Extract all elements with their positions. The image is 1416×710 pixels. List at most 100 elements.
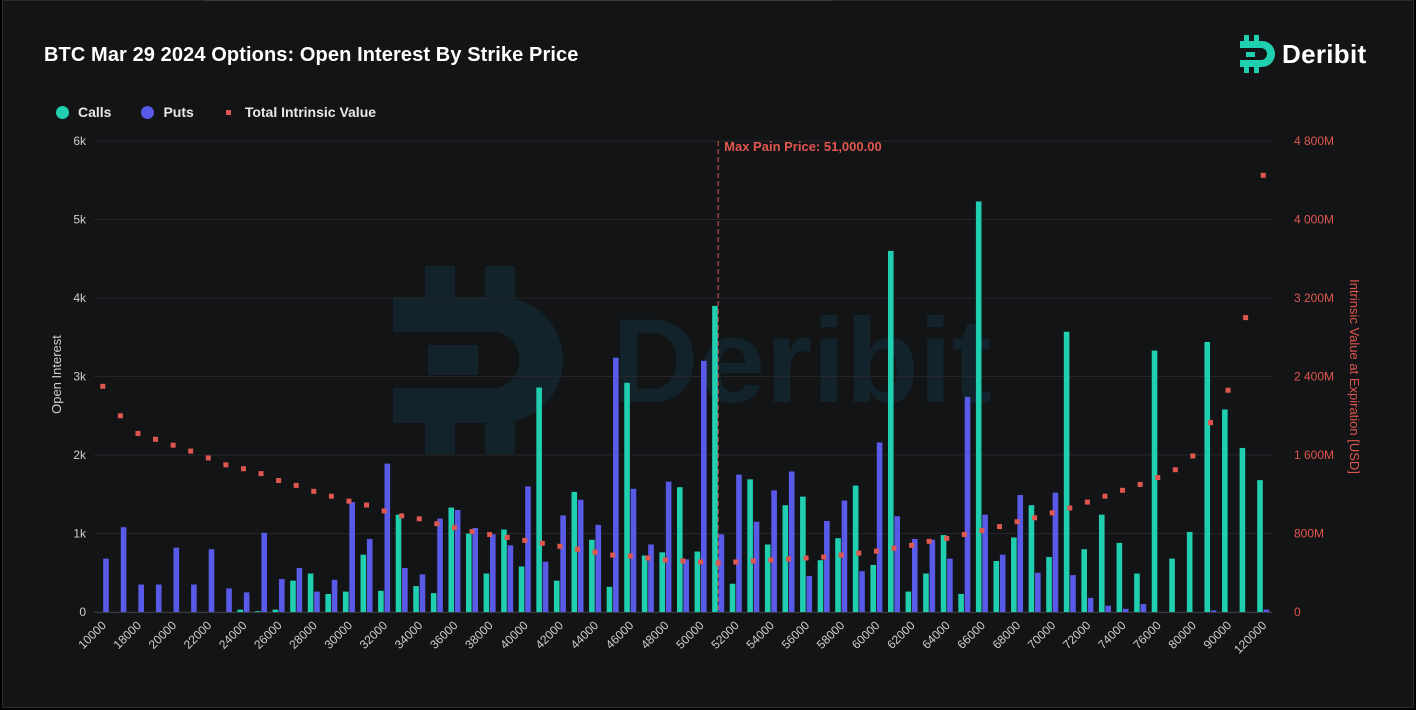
put-bar <box>947 558 953 612</box>
call-bar <box>589 539 595 612</box>
intrinsic-point <box>504 534 510 540</box>
x-tick-label: 60000 <box>849 618 883 652</box>
intrinsic-point <box>311 488 317 494</box>
legend-swatch-intrinsic <box>225 109 231 115</box>
intrinsic-point <box>1032 515 1038 521</box>
call-bar <box>993 560 1000 612</box>
x-tick-label: 56000 <box>779 618 813 652</box>
call-bar <box>1257 480 1263 612</box>
put-bar <box>454 509 461 612</box>
x-tick-label: 68000 <box>990 618 1024 652</box>
x-tick-label: 44000 <box>568 618 602 652</box>
call-bar <box>940 535 947 612</box>
put-bar <box>700 360 707 612</box>
call-bar <box>624 382 630 612</box>
intrinsic-point <box>205 455 211 461</box>
intrinsic-point <box>399 513 405 519</box>
put-bar <box>1035 572 1041 612</box>
put-bar <box>120 527 127 612</box>
put-bar <box>226 588 232 612</box>
intrinsic-point <box>539 540 545 546</box>
legend-label-puts: Puts <box>163 104 194 120</box>
call-bar <box>852 485 859 612</box>
call-bar <box>958 593 964 612</box>
call-bar <box>729 583 736 612</box>
call-bar <box>1081 549 1087 612</box>
put-bar <box>366 538 373 612</box>
call-bar <box>835 538 841 612</box>
put-bar <box>859 571 865 612</box>
max-pain-label: Max Pain Price: 51,000.00 <box>724 139 882 154</box>
y-tick-label: 2k <box>73 448 87 462</box>
y2-axis-title: Intrinsic Value at Expiration [USD] <box>1347 279 1362 474</box>
put-bar <box>1263 609 1270 612</box>
call-bar <box>782 505 789 612</box>
svg-text:Deribit: Deribit <box>612 294 992 428</box>
put-bar <box>1140 604 1147 612</box>
brand-name: Deribit <box>1282 38 1367 69</box>
call-bar <box>747 479 753 612</box>
intrinsic-point <box>909 542 915 548</box>
intrinsic-point <box>1102 493 1108 499</box>
call-bar <box>501 529 507 612</box>
legend-item-intrinsic[interactable]: Total Intrinsic Value <box>224 104 376 120</box>
x-tick-label: 24000 <box>216 618 250 652</box>
put-bar <box>1052 492 1059 612</box>
call-bar <box>659 552 666 612</box>
intrinsic-point <box>434 521 440 527</box>
intrinsic-point <box>276 478 282 484</box>
intrinsic-point <box>153 436 159 442</box>
call-bar <box>1098 514 1105 612</box>
intrinsic-point <box>170 442 176 448</box>
call-bar <box>413 586 419 612</box>
put-bar <box>1070 575 1076 612</box>
put-bar <box>173 547 180 612</box>
intrinsic-point <box>1207 420 1213 426</box>
intrinsic-point <box>1067 505 1073 511</box>
call-bar <box>1134 573 1140 612</box>
call-bar <box>272 609 279 612</box>
put-bar <box>437 518 443 612</box>
intrinsic-point <box>821 554 827 560</box>
y-tick-label: 3k <box>73 370 87 384</box>
legend-item-puts[interactable]: Puts <box>141 104 194 120</box>
legend-item-calls[interactable]: Calls <box>56 104 111 120</box>
call-bar <box>430 593 437 612</box>
y-axis-title: Open Interest <box>49 335 64 414</box>
call-bar <box>887 250 894 612</box>
put-bar <box>507 545 514 612</box>
y2-tick-label: 4 800M <box>1294 134 1334 148</box>
y-tick-label: 1k <box>73 527 87 541</box>
put-bar <box>191 584 197 612</box>
put-bar <box>542 561 549 612</box>
top-strip <box>205 0 833 1</box>
x-tick-label: 28000 <box>286 618 320 652</box>
put-bar <box>806 575 813 612</box>
x-tick-label: 52000 <box>708 618 742 652</box>
x-tick-label: 20000 <box>146 618 180 652</box>
intrinsic-point <box>240 466 246 472</box>
intrinsic-point <box>487 531 493 537</box>
intrinsic-point <box>1172 467 1178 473</box>
intrinsic-point <box>1190 453 1196 459</box>
intrinsic-point <box>223 462 229 468</box>
intrinsic-point <box>557 543 563 549</box>
put-bar <box>841 500 848 612</box>
call-bar <box>395 514 402 612</box>
call-bar <box>1046 557 1052 612</box>
put-bar <box>824 520 830 612</box>
intrinsic-point <box>258 471 264 477</box>
y2-tick-label: 2 400M <box>1294 370 1334 384</box>
x-tick-label: 10000 <box>75 618 109 652</box>
call-bar <box>764 544 771 612</box>
put-bar <box>384 463 391 612</box>
call-bar <box>466 533 472 612</box>
intrinsic-point <box>733 559 739 565</box>
intrinsic-point <box>610 552 616 558</box>
x-tick-label: 76000 <box>1130 618 1164 652</box>
intrinsic-point <box>785 556 791 562</box>
call-bar <box>1116 542 1123 612</box>
intrinsic-point <box>1137 481 1143 487</box>
intrinsic-point <box>1225 387 1231 393</box>
